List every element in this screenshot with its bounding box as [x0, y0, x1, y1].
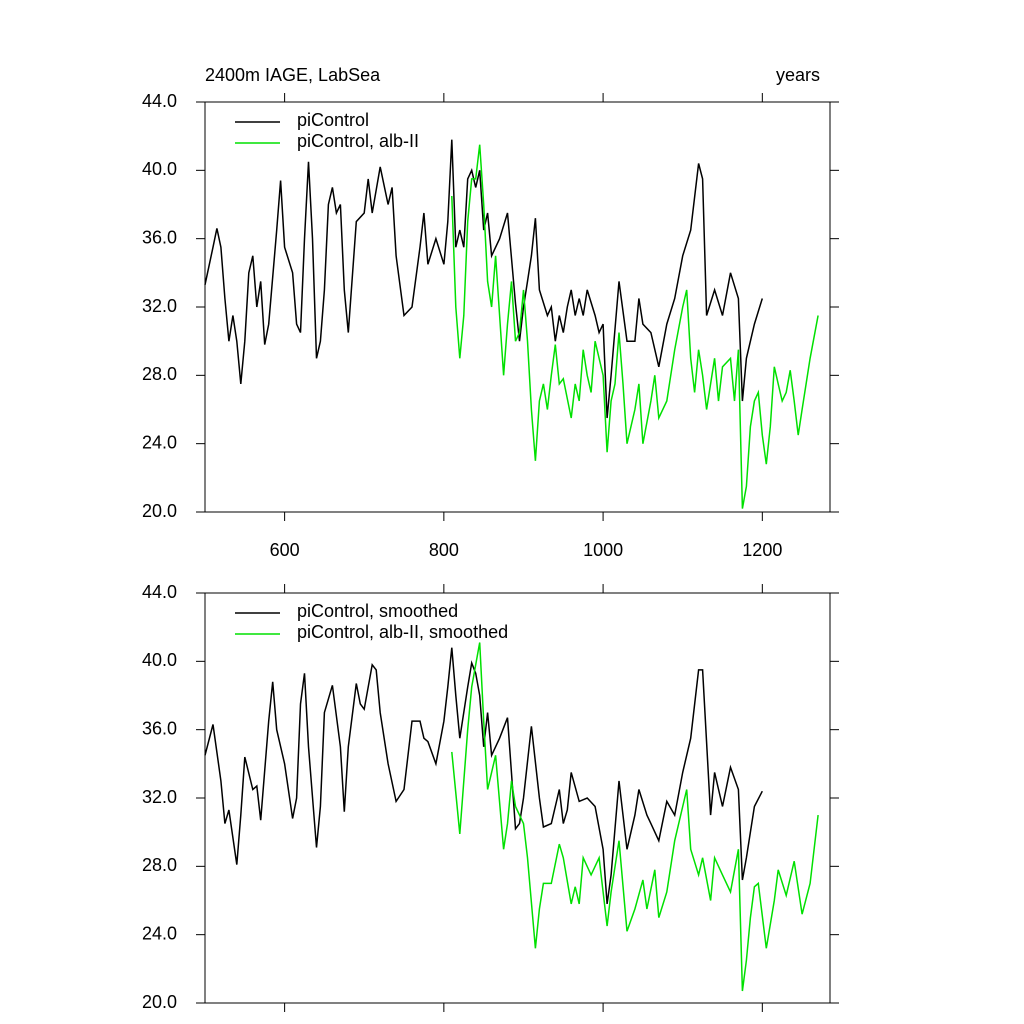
plot-frame [204, 592, 831, 1004]
y-tick-label: 36.0 [142, 227, 177, 247]
data-line [451, 642, 819, 992]
x-tick-label: 1200 [742, 540, 782, 560]
y-tick-label: 44.0 [142, 582, 177, 602]
chart-title: 2400m IAGE, LabSea [205, 65, 381, 85]
y-tick-label: 32.0 [142, 787, 177, 807]
x-tick-label: 600 [270, 540, 300, 560]
y-tick-label: 24.0 [142, 923, 177, 943]
y-tick-label: 32.0 [142, 296, 177, 316]
x-tick-label: 1000 [583, 540, 623, 560]
data-line [204, 647, 763, 905]
y-tick-label: 20.0 [142, 992, 177, 1012]
y-tick-label: 40.0 [142, 650, 177, 670]
y-tick-label: 28.0 [142, 855, 177, 875]
plot-frame [204, 101, 831, 513]
y-tick-label: 28.0 [142, 364, 177, 384]
legend-label: piControl, smoothed [297, 601, 458, 621]
data-line [204, 139, 764, 419]
y-tick-label: 44.0 [142, 91, 177, 111]
y-tick-label: 20.0 [142, 501, 177, 521]
axis-unit: years [776, 65, 820, 85]
legend-label: piControl, alb-II, smoothed [297, 622, 508, 642]
data-line [451, 144, 819, 509]
y-tick-label: 40.0 [142, 159, 177, 179]
legend-label: piControl [297, 110, 369, 130]
legend-label: piControl, alb-II [297, 131, 419, 151]
x-tick-label: 800 [429, 540, 459, 560]
y-tick-label: 24.0 [142, 432, 177, 452]
y-tick-label: 36.0 [142, 718, 177, 738]
